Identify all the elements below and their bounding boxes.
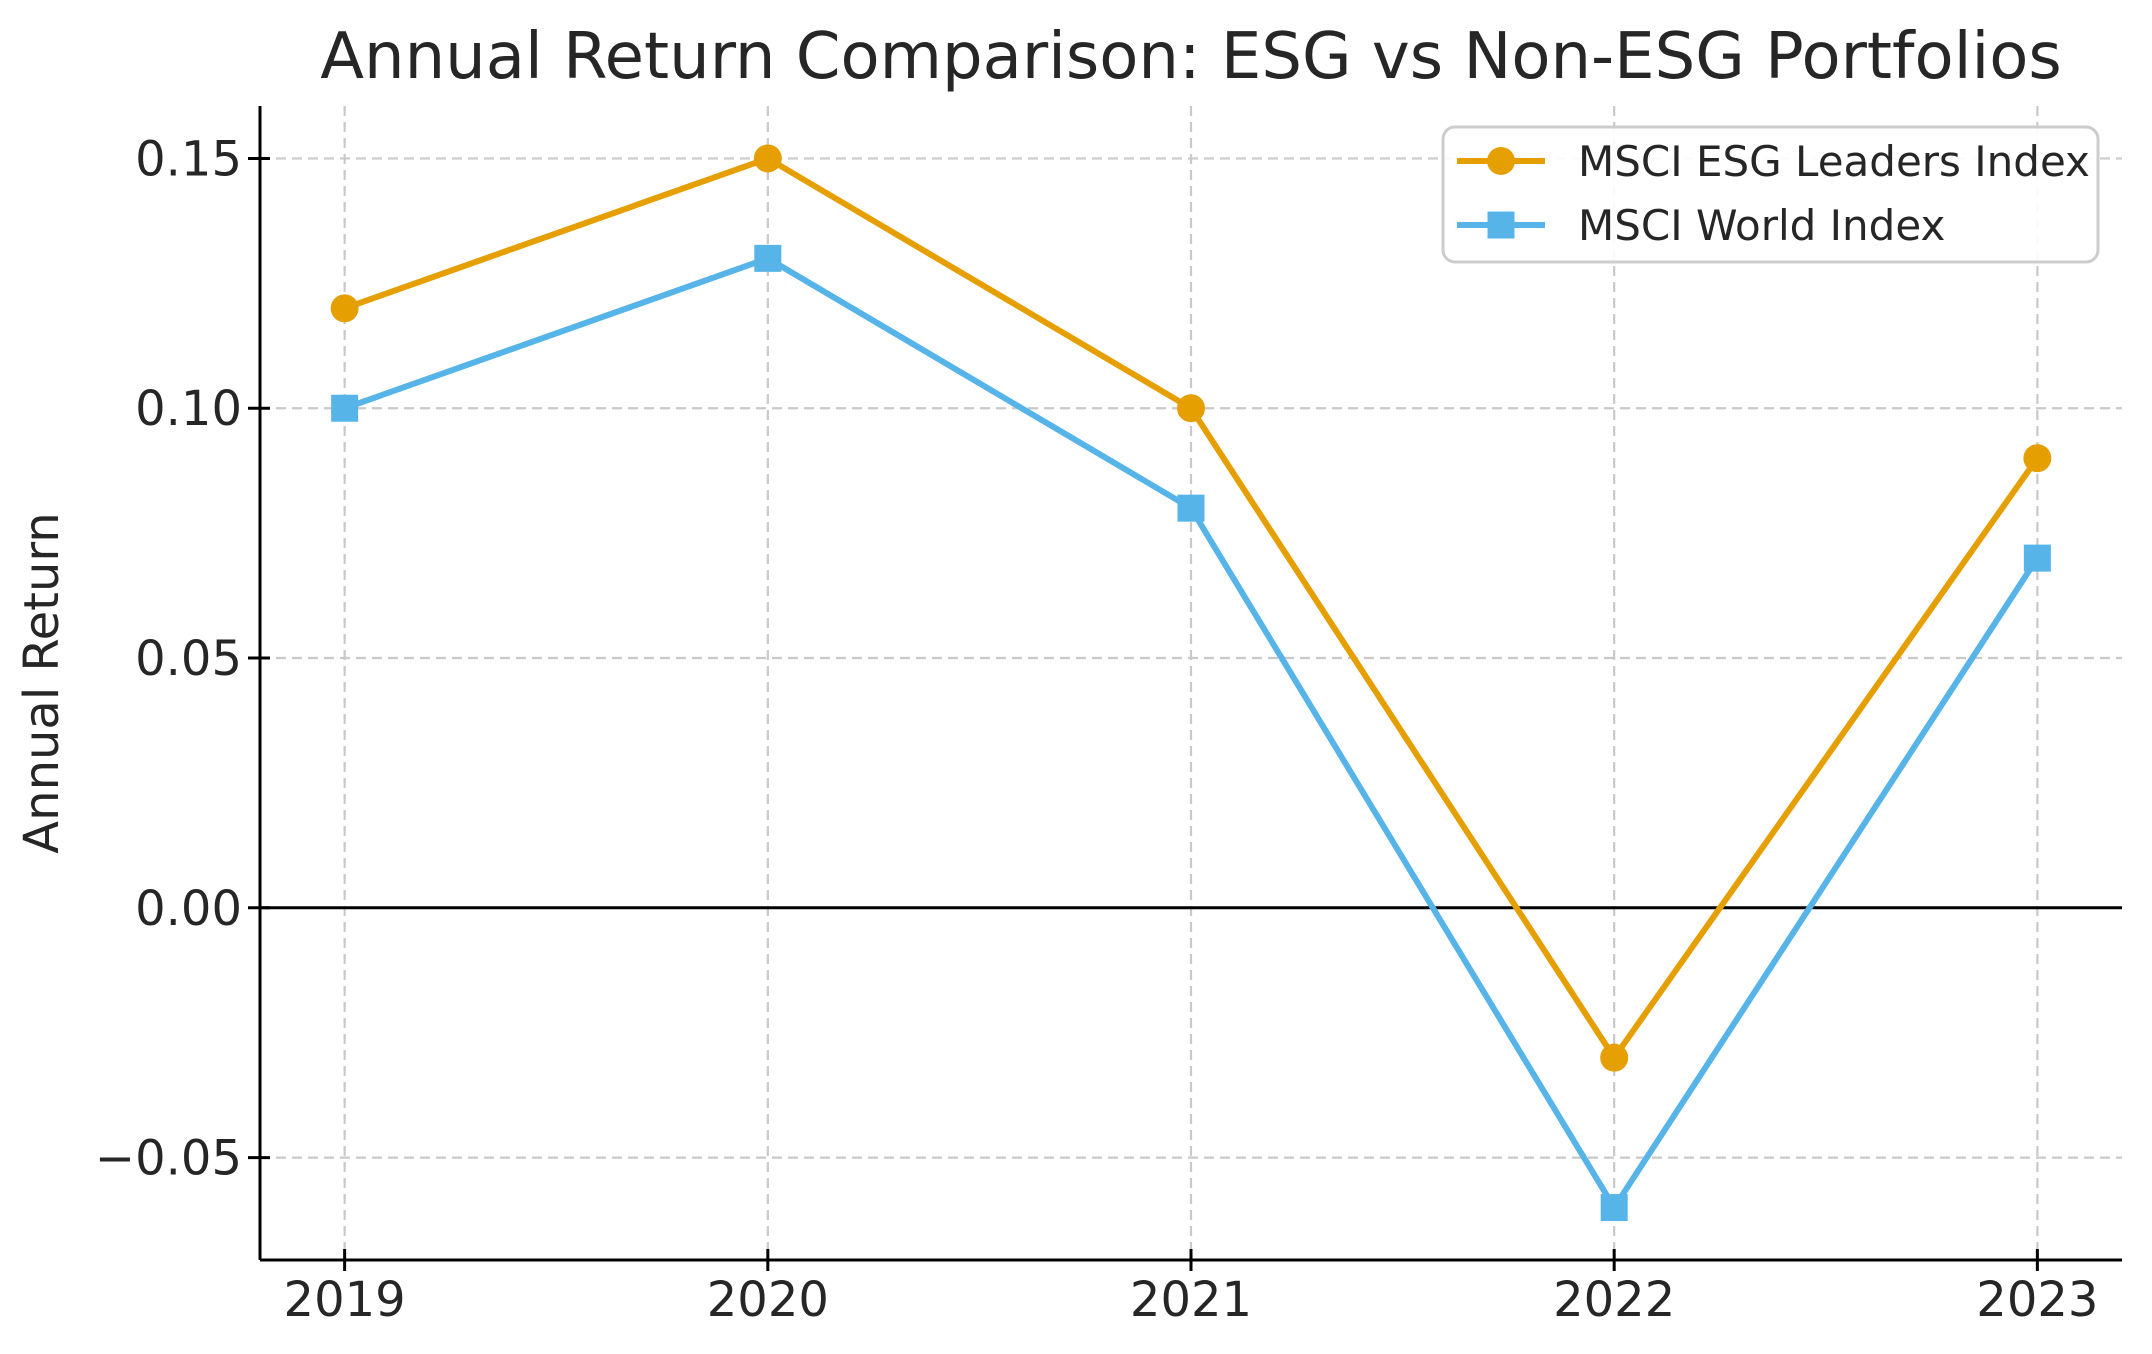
- chart-title: Annual Return Comparison: ESG vs Non-ESG…: [320, 20, 2062, 94]
- square-marker: [1177, 494, 1205, 522]
- circle-marker: [1177, 394, 1205, 423]
- x-tick-label: 2023: [1976, 1272, 2098, 1328]
- circle-marker: [1600, 1043, 1629, 1072]
- y-tick-label: −0.05: [95, 1131, 242, 1187]
- y-tick-label: 0.10: [135, 381, 242, 437]
- gridlines: [260, 106, 2122, 1260]
- square-marker: [754, 244, 782, 272]
- legend-frame: [1441, 125, 2100, 264]
- legend-circle-marker: [1487, 147, 1515, 175]
- data-series: [330, 144, 2052, 1222]
- circle-marker: [2023, 444, 2052, 473]
- square-marker: [1600, 1194, 1628, 1222]
- y-axis-label: Annual Return: [14, 512, 70, 853]
- legend-label: MSCI ESG Leaders Index: [1578, 137, 2090, 186]
- x-tick-label: 2020: [707, 1272, 829, 1328]
- x-tick-label: 2019: [284, 1272, 406, 1328]
- square-marker: [331, 394, 359, 422]
- axes: 2019 2020 2021 2022 2023 −0.05 0.00 0.05 0.10 0.1…: [95, 106, 2122, 1328]
- y-tick-label: 0.05: [135, 631, 242, 687]
- circle-marker: [330, 294, 359, 323]
- y-tick-label: 0.15: [135, 131, 242, 187]
- legend: MSCI ESG Leaders Index MSCI World Index: [1441, 125, 2100, 264]
- x-tick-label: 2022: [1553, 1272, 1675, 1328]
- y-tick-label: 0.00: [135, 881, 242, 937]
- legend-label: MSCI World Index: [1578, 201, 1945, 250]
- square-marker: [2023, 544, 2051, 572]
- circle-marker: [753, 144, 782, 173]
- x-tick-label: 2021: [1130, 1272, 1252, 1328]
- legend-square-marker: [1487, 211, 1515, 239]
